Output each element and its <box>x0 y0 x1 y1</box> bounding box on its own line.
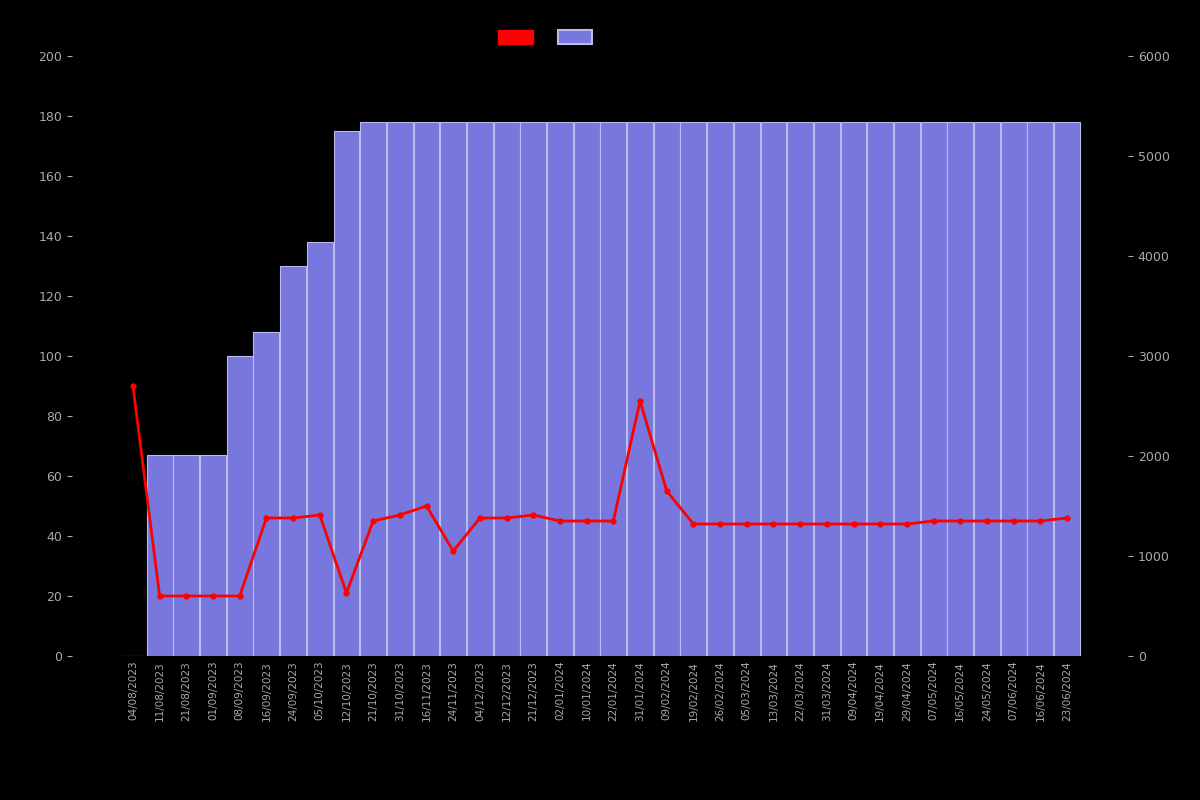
Bar <box>253 332 280 656</box>
Bar <box>227 356 253 656</box>
Bar <box>467 122 493 656</box>
Bar <box>173 455 199 656</box>
Bar <box>841 122 866 656</box>
Bar <box>386 122 413 656</box>
Bar <box>680 122 707 656</box>
Bar <box>146 455 173 656</box>
Bar <box>307 242 332 656</box>
Bar <box>280 266 306 656</box>
Bar <box>707 122 733 656</box>
Bar <box>920 122 947 656</box>
Bar <box>1001 122 1027 656</box>
Bar <box>574 122 600 656</box>
Bar <box>974 122 1000 656</box>
Bar <box>894 122 920 656</box>
Bar <box>1054 122 1080 656</box>
Bar <box>493 122 520 656</box>
Bar <box>1027 122 1054 656</box>
Bar <box>600 122 626 656</box>
Bar <box>654 122 679 656</box>
Bar <box>761 122 786 656</box>
Bar <box>787 122 814 656</box>
Bar <box>521 122 546 656</box>
Bar <box>414 122 439 656</box>
Bar <box>334 131 359 656</box>
Bar <box>947 122 973 656</box>
Bar <box>868 122 893 656</box>
Bar <box>440 122 466 656</box>
Bar <box>814 122 840 656</box>
Bar <box>547 122 572 656</box>
Bar <box>360 122 386 656</box>
Legend: , : , <box>498 30 596 45</box>
Bar <box>734 122 760 656</box>
Bar <box>200 455 226 656</box>
Bar <box>628 122 653 656</box>
